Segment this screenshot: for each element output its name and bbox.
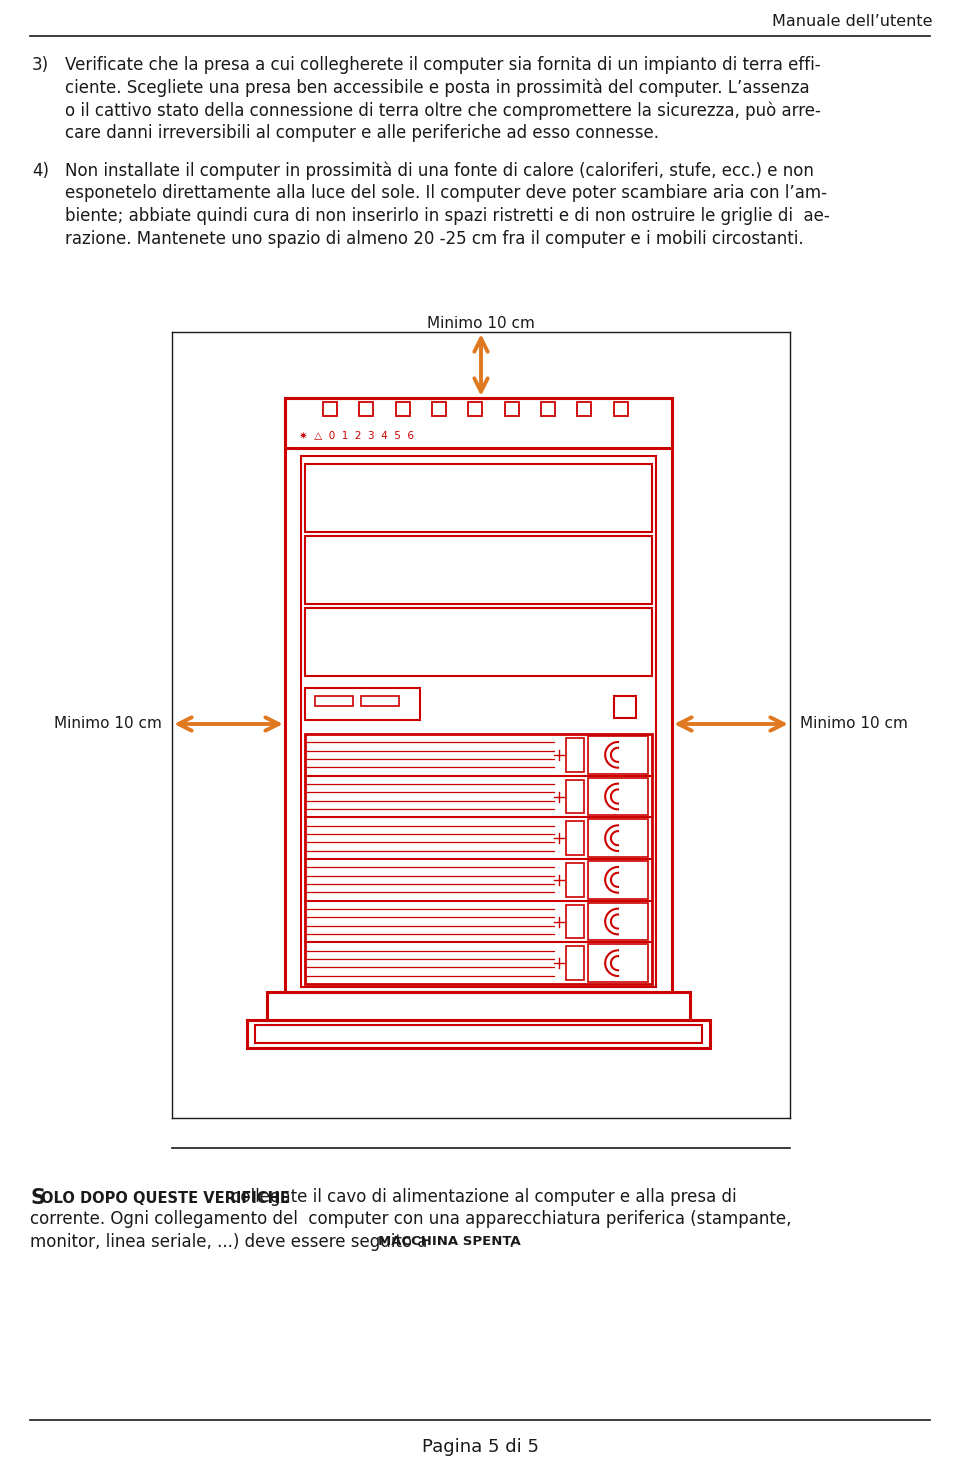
Bar <box>305 608 652 676</box>
Bar <box>255 1025 702 1042</box>
Text: ciente. Scegliete una presa ben accessibile e posta in prossimità del computer. : ciente. Scegliete una presa ben accessib… <box>65 79 809 97</box>
Text: Minimo 10 cm: Minimo 10 cm <box>800 717 908 732</box>
Bar <box>505 402 518 416</box>
Bar <box>566 905 584 938</box>
Bar <box>588 777 648 815</box>
Text: Minimo 10 cm: Minimo 10 cm <box>427 317 535 331</box>
Text: Pagina 5 di 5: Pagina 5 di 5 <box>421 1438 539 1456</box>
Text: 4): 4) <box>32 163 49 180</box>
Bar <box>588 819 648 858</box>
Text: o il cattivo stato della connessione di terra oltre che compromettere la sicurez: o il cattivo stato della connessione di … <box>65 101 821 120</box>
Text: S: S <box>30 1187 45 1208</box>
Text: razione. Mantenete uno spazio di almeno 20 -25 cm fra il computer e i mobili cir: razione. Mantenete uno spazio di almeno … <box>65 230 804 248</box>
Bar <box>305 734 652 984</box>
Bar <box>305 688 420 720</box>
Bar <box>305 537 652 604</box>
Bar <box>566 780 584 814</box>
Bar <box>305 465 652 532</box>
Text: corrente. Ogni collegamento del  computer con una apparecchiatura periferica (st: corrente. Ogni collegamento del computer… <box>30 1211 791 1229</box>
Bar <box>566 947 584 979</box>
Bar <box>577 402 591 416</box>
Bar <box>468 402 482 416</box>
Bar <box>315 696 353 707</box>
Text: care danni irreversibili al computer e alle periferiche ad esso connesse.: care danni irreversibili al computer e a… <box>65 123 659 142</box>
Text: Manuale dell’utente: Manuale dell’utente <box>772 15 932 29</box>
Bar <box>247 1020 710 1048</box>
Bar <box>614 696 636 718</box>
Bar <box>285 397 672 449</box>
Bar <box>613 402 628 416</box>
Bar <box>267 992 690 1020</box>
Bar <box>588 903 648 940</box>
Text: monitor, linea seriale, ...) deve essere seguito a: monitor, linea seriale, ...) deve essere… <box>30 1233 433 1250</box>
Text: esponetelo direttamente alla luce del sole. Il computer deve poter scambiare ari: esponetelo direttamente alla luce del so… <box>65 185 827 202</box>
Bar <box>301 456 656 987</box>
Text: ✷  △  0  1  2  3  4  5  6: ✷ △ 0 1 2 3 4 5 6 <box>299 431 414 441</box>
Text: biente; abbiate quindi cura di non inserirlo in spazi ristretti e di non ostruir: biente; abbiate quindi cura di non inser… <box>65 207 829 224</box>
Text: .: . <box>508 1233 514 1250</box>
Bar <box>361 696 399 707</box>
Bar <box>566 863 584 897</box>
Text: collegate il cavo di alimentazione al computer e alla presa di: collegate il cavo di alimentazione al co… <box>226 1187 736 1207</box>
Text: Minimo 10 cm: Minimo 10 cm <box>54 717 162 732</box>
Bar <box>359 402 373 416</box>
Bar <box>541 402 555 416</box>
Text: Verificate che la presa a cui collegherete il computer sia fornita di un impiant: Verificate che la presa a cui colleghere… <box>65 56 821 73</box>
Bar <box>285 397 672 992</box>
Text: 3): 3) <box>32 56 49 73</box>
Bar <box>396 402 410 416</box>
Bar <box>588 944 648 982</box>
Bar <box>588 861 648 899</box>
Bar <box>323 402 337 416</box>
Bar <box>566 737 584 771</box>
Bar <box>566 821 584 855</box>
Text: Non installate il computer in prossimità di una fonte di calore (caloriferi, stu: Non installate il computer in prossimità… <box>65 163 814 180</box>
Bar <box>432 402 446 416</box>
Text: OLO DOPO QUESTE VERIFICHE: OLO DOPO QUESTE VERIFICHE <box>41 1190 290 1207</box>
Bar <box>588 736 648 774</box>
Text: MACCHINA SPENTA: MACCHINA SPENTA <box>378 1234 520 1248</box>
